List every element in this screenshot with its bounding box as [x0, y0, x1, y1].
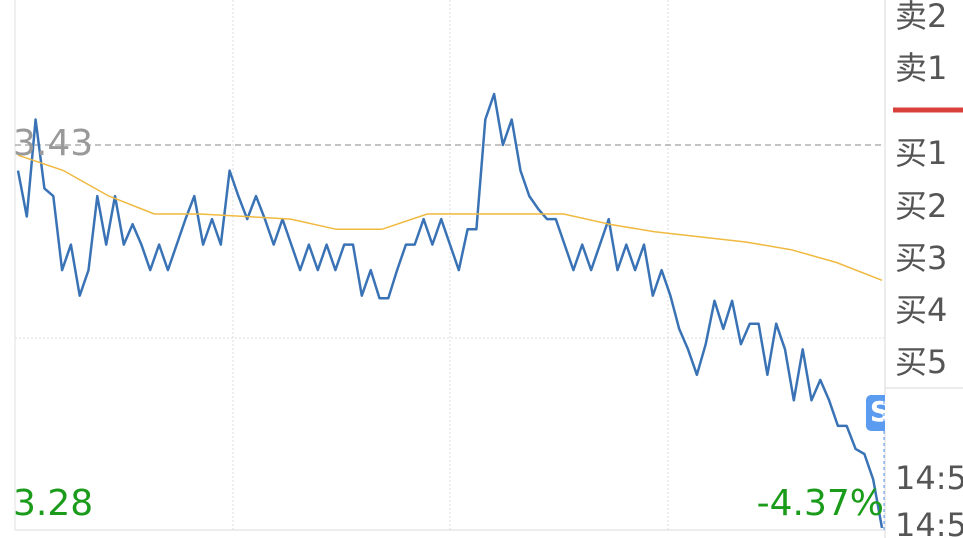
- price-line: [16, 92, 884, 529]
- y-tick-label: 3.28: [13, 483, 93, 524]
- time-label: 14:5: [895, 459, 963, 497]
- order-label: 买4: [895, 291, 947, 329]
- change-label: -4.37%: [757, 483, 884, 524]
- order-panel: S 14:5 14:5: [866, 107, 963, 538]
- time-label: 14:5: [895, 506, 963, 538]
- order-label: 买1: [895, 134, 947, 172]
- order-label: 买5: [895, 343, 947, 381]
- avg-line: [17, 154, 883, 281]
- order-label: 卖1: [895, 49, 947, 87]
- order-label: 买2: [895, 187, 947, 225]
- y-tick-label: 3.43: [13, 123, 93, 164]
- chart-frame: [14, 0, 886, 538]
- order-label: 买3: [895, 239, 947, 277]
- order-label: 卖2: [895, 0, 947, 35]
- badge-clip: [885, 395, 963, 431]
